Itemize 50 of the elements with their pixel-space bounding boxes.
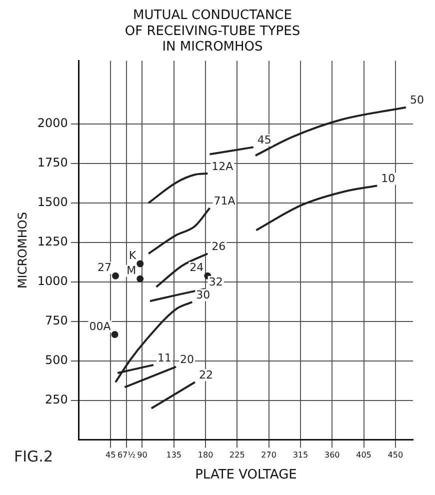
series-label: 24 bbox=[190, 261, 204, 274]
series-label: 45 bbox=[257, 134, 272, 147]
y-tick-label: 1250 bbox=[37, 234, 68, 249]
x-axis-title: PLATE VOLTAGE bbox=[195, 468, 297, 483]
x-tick-label: 90 bbox=[137, 450, 148, 460]
x-tick-label: 450 bbox=[388, 450, 404, 460]
line-series bbox=[148, 206, 211, 255]
point bbox=[111, 330, 118, 338]
text: IN MICROMHOS bbox=[162, 39, 263, 54]
x-tick-label: 360 bbox=[324, 450, 340, 460]
y-tick-label: 1500 bbox=[37, 195, 68, 210]
x-tick-label: 225 bbox=[230, 450, 245, 460]
x-tick-label: 180 bbox=[198, 450, 214, 460]
series-label: 00A bbox=[89, 320, 112, 333]
point bbox=[112, 272, 120, 280]
y-tick-label: 250 bbox=[45, 392, 68, 406]
caption: FIG.2 bbox=[14, 447, 53, 466]
line-series bbox=[254, 106, 407, 157]
text: MUTUAL CONDUCTANCE bbox=[133, 8, 292, 24]
series-label: 50 bbox=[410, 94, 424, 107]
y-tick-label: 2000 bbox=[37, 116, 68, 130]
series-label: 11 bbox=[157, 351, 172, 364]
series-label: 32 bbox=[208, 275, 223, 288]
y-tick-label: 500 bbox=[45, 352, 68, 367]
x-tick-label: 270 bbox=[261, 450, 276, 460]
text: OF RECEIVING-TUBE TYPES bbox=[124, 24, 300, 39]
x-tick-label: 135 bbox=[166, 450, 182, 460]
point bbox=[136, 275, 144, 282]
x-tick-label: 315 bbox=[292, 450, 308, 460]
series-label: M bbox=[126, 264, 136, 278]
series-label: 71A bbox=[214, 194, 236, 208]
y-axis-title: MICROMHOS bbox=[15, 212, 30, 289]
line-series bbox=[255, 184, 378, 232]
x-tick-label: 67½ bbox=[117, 450, 136, 460]
series-label: 26 bbox=[212, 240, 226, 253]
series-label: 10 bbox=[381, 172, 396, 186]
series-label: 20 bbox=[180, 353, 194, 366]
line-series bbox=[114, 301, 194, 384]
point bbox=[136, 260, 144, 268]
line-series bbox=[148, 172, 209, 204]
series-label: 27 bbox=[98, 261, 112, 274]
series-label: 22 bbox=[198, 368, 213, 382]
series-label: 12A bbox=[212, 160, 234, 173]
y-tick-label: 1750 bbox=[37, 156, 68, 170]
x-tick-label: 405 bbox=[356, 450, 372, 460]
y-tick-label: 750 bbox=[45, 313, 68, 328]
series-label: 30 bbox=[196, 288, 210, 302]
series-label: K bbox=[128, 249, 137, 262]
x-tick-label: 45 bbox=[105, 450, 116, 460]
y-tick-label: 1000 bbox=[37, 274, 68, 288]
